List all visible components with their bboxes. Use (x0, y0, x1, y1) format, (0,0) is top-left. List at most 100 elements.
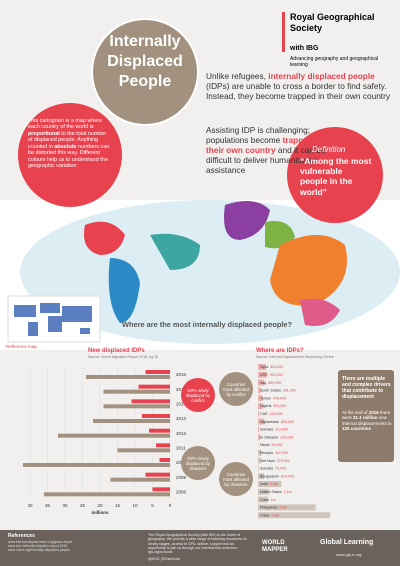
value-label: 70,000 (275, 467, 286, 471)
value-label: 275,000 (277, 459, 290, 463)
chart-source: Source: Internal Displacement Monitoring… (256, 355, 334, 359)
fact-box (338, 370, 394, 462)
reference: www.internal-displacement.org/global-rep… (8, 540, 73, 544)
bar (258, 371, 267, 378)
text-segment: internally displaced people (268, 71, 375, 81)
bar (258, 434, 261, 441)
value-label: 1.1m (284, 490, 292, 494)
text-segment: At the end of (342, 410, 369, 415)
definition-label: Definition (312, 145, 346, 154)
value-label: 614,000 (281, 474, 294, 478)
footer-band (0, 530, 400, 566)
fact-stat: At the end of 2016 there were 31.1 milli… (342, 410, 392, 432)
text-segment: 31.1 million (353, 415, 378, 421)
bar-label: South Sudan 281,000 (260, 389, 296, 393)
note-circle (18, 103, 122, 207)
bar-label: United States 1.1m (260, 490, 292, 494)
bar (44, 492, 170, 497)
category-label: Syria (260, 365, 268, 369)
bar (110, 477, 170, 482)
x-tick-label: 5 (151, 503, 154, 508)
bar-label: Somalia 70,000 (260, 467, 286, 471)
bar-label: Somalia 113,000 (260, 428, 288, 432)
y-tick-label: 2012 (176, 431, 187, 436)
region-blob (300, 298, 340, 326)
intro-paragraph: Unlike refugees, internally displaced pe… (206, 71, 392, 102)
category-label: Nigeria (260, 404, 271, 408)
bar (152, 487, 170, 492)
category-label: DRC (260, 373, 268, 377)
value-label: 659,000 (268, 381, 281, 385)
reference: www.iom.int/world-migration-report-2018 (8, 543, 68, 548)
bar (159, 458, 170, 462)
region-blob (150, 233, 200, 270)
region-blob (84, 221, 125, 255)
category-label: Yemen (260, 396, 271, 400)
y-tick-label: 2013 (176, 416, 187, 421)
x-tick-label: 25 (80, 503, 86, 508)
bar (138, 384, 170, 389)
group-conflict: Countries most affected by conflict (219, 372, 253, 406)
value-label: 501,000 (273, 404, 286, 408)
category-label: Bangladesh (260, 474, 279, 478)
bar (93, 419, 170, 423)
text-segment: Assisting IDP is challenging; population… (206, 125, 311, 145)
bar-label: Nepal 24,000 (260, 443, 282, 447)
bar (258, 449, 262, 456)
bar (142, 414, 170, 418)
category-label: South Sudan (260, 389, 281, 393)
category-label: Cuba (260, 498, 269, 502)
bar (258, 403, 263, 409)
y-tick-label: 2016 (176, 372, 187, 377)
bar (258, 488, 269, 495)
bar-label: CAR 124,000 (260, 412, 283, 416)
bar (103, 404, 170, 409)
x-tick-label: 40 (27, 503, 33, 508)
bar (149, 428, 170, 433)
text-segment: there were (342, 410, 391, 421)
category-label: Afghanistan (260, 420, 279, 424)
x-tick-label: 0 (169, 503, 172, 508)
y-tick-label: 2014 (176, 402, 187, 407)
text-segment: This cartogram is a map where each count… (28, 118, 102, 131)
text-segment: 2016 (368, 410, 379, 415)
text-segment: and it can be difficult to deliver human… (206, 144, 326, 175)
bar (258, 426, 260, 433)
x-tick-label: 10 (132, 503, 138, 508)
map-question: Where are the most internally displaced … (122, 320, 293, 329)
programme-logo: Global Learning (320, 539, 374, 546)
value-label: 922,000 (270, 373, 283, 377)
text-segment: to the total number of displaced people.… (28, 130, 107, 150)
reference-map-label: Reference map (6, 344, 37, 349)
bar-label: Nigeria 501,000 (260, 404, 286, 408)
x-tick-label: 20 (97, 503, 103, 508)
bar (258, 387, 261, 394)
tagline: Advancing geography and geographical lea… (290, 56, 379, 68)
text-segment: new internal displacements in (342, 415, 392, 426)
bar (258, 465, 259, 472)
text-segment: trapped in their own country (206, 134, 323, 155)
bar-label: Syria 824,000 (260, 365, 283, 369)
category-label: Somalia (260, 428, 273, 432)
cartogram-note: This cartogram is a map where each count… (28, 118, 112, 170)
bar (258, 395, 263, 402)
definition-circle (287, 127, 383, 223)
bar-label: India 2.4m (260, 482, 278, 486)
category-label: Philippines (260, 506, 278, 510)
value-label: 478,000 (273, 396, 286, 400)
x-tick-label: 30 (62, 503, 68, 508)
value-label: 24,000 (271, 443, 282, 447)
category-label: India (260, 482, 268, 486)
bar (117, 448, 170, 453)
value-label: 824,000 (270, 365, 283, 369)
category-label: CAR (260, 412, 268, 416)
legend-disasters: IDPs newly displaced by disasters (181, 446, 215, 480)
category-label: Viet Nam (260, 459, 275, 463)
org-suffix: with IBG (290, 45, 319, 52)
bar-label: China 7.4m (260, 513, 279, 517)
group-disasters: Countries most affected by disasters (219, 462, 253, 496)
references-heading: References (8, 533, 35, 539)
bar (258, 481, 282, 487)
